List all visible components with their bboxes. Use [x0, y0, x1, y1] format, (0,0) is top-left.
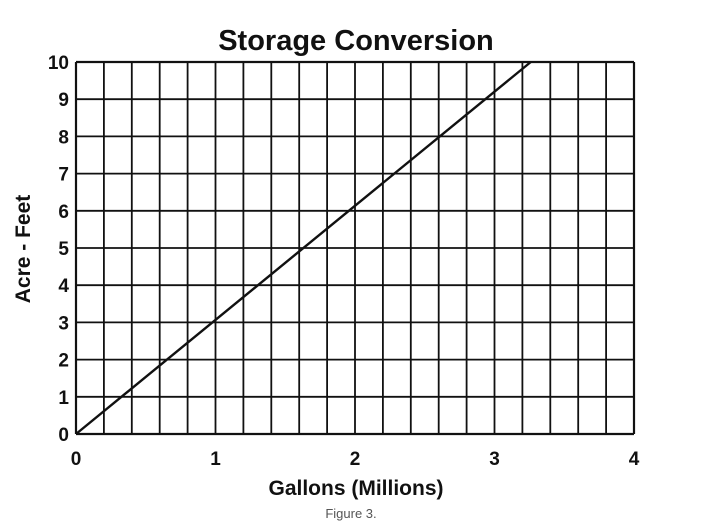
y-tick-label: 9: [58, 90, 69, 111]
y-tick-label: 2: [58, 351, 69, 372]
series-line: [75, 61, 532, 435]
y-tick-label: 5: [58, 239, 69, 260]
y-tick-label: 4: [58, 276, 69, 297]
x-tick-label: 0: [71, 449, 82, 470]
storage-conversion-chart: Storage Conversion 0 1 2 3 4 0 1 2 3 4 5 6 7 8 9 10 Ga…: [12, 25, 640, 500]
series-layer: [75, 61, 532, 435]
y-tick-label: 10: [48, 53, 69, 74]
x-axis-label: Gallons (Millions): [268, 477, 443, 500]
x-tick-label: 2: [350, 449, 361, 470]
chart-title: Storage Conversion: [218, 25, 494, 57]
y-tick-label: 8: [58, 127, 69, 148]
x-tick-label: 3: [489, 449, 500, 470]
y-tick-label: 7: [58, 165, 69, 186]
y-tick-label: 6: [58, 202, 69, 223]
grid: [74, 60, 636, 436]
y-tick-label: 1: [58, 388, 69, 409]
x-tick-label: 1: [210, 449, 221, 470]
y-tick-label: 3: [58, 313, 69, 334]
y-axis-label: Acre - Feet: [12, 195, 35, 304]
y-tick-label: 0: [58, 425, 69, 446]
x-tick-label: 4: [629, 449, 640, 470]
y-tick-labels: 0 1 2 3 4 5 6 7 8 9 10: [48, 53, 70, 446]
x-tick-labels: 0 1 2 3 4: [71, 449, 640, 470]
figure-caption: Figure 3.: [325, 506, 377, 521]
